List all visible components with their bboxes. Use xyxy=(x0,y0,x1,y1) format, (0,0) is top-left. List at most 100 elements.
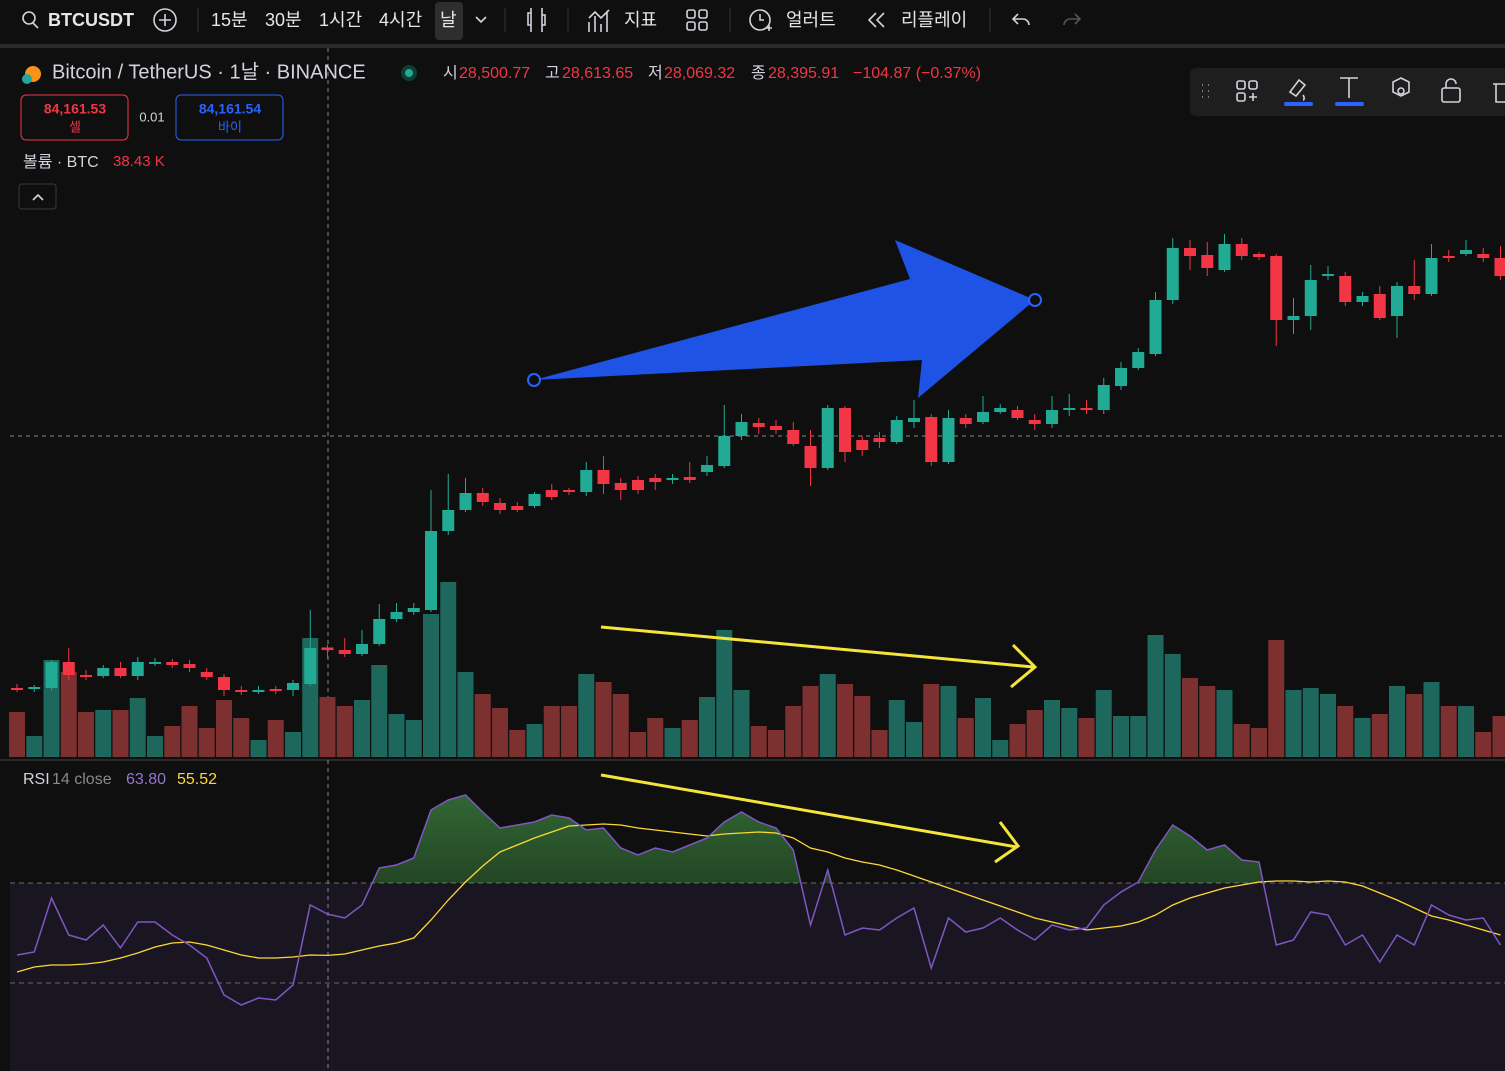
candle-body xyxy=(718,436,731,466)
volume-arrow-drawing[interactable] xyxy=(600,625,1038,689)
candle-body xyxy=(1063,408,1076,410)
lock-icon xyxy=(1445,78,1457,88)
alert-icon[interactable] xyxy=(749,9,771,31)
search-icon xyxy=(32,22,39,29)
volume-bar xyxy=(354,700,370,757)
volume-bar xyxy=(1078,718,1095,757)
rsi-ma-value: 55.52 xyxy=(177,771,217,788)
candle-body xyxy=(287,683,299,690)
interval-button[interactable]: 15분 xyxy=(211,10,248,30)
volume-bar xyxy=(802,686,819,757)
drawing-handle[interactable] xyxy=(527,373,541,387)
volume-bar xyxy=(492,708,508,757)
candle-body xyxy=(1494,258,1505,276)
candle-body xyxy=(1270,256,1283,320)
undo-button[interactable] xyxy=(1011,13,1030,26)
volume-bar xyxy=(630,732,646,757)
volume-bar xyxy=(1406,694,1423,757)
candle-body xyxy=(252,690,265,692)
volume-bar xyxy=(1389,686,1405,757)
volume-bar xyxy=(1147,635,1164,757)
volume-bar xyxy=(440,582,457,757)
volume-bar xyxy=(819,674,836,757)
volume-bar xyxy=(1268,640,1285,757)
alert-button[interactable]: 얼러트 xyxy=(786,10,836,30)
volume-bar xyxy=(216,700,232,757)
volume-bar xyxy=(371,665,388,757)
rsi-band-fill xyxy=(10,883,1505,1071)
text-button[interactable] xyxy=(1340,77,1358,98)
ohlc-value: 28,069.32 xyxy=(664,65,735,82)
lock-button[interactable] xyxy=(1441,87,1461,103)
settings-button[interactable] xyxy=(1392,77,1410,97)
drawing-handle[interactable] xyxy=(1028,293,1042,307)
drawing-toolbar xyxy=(1190,68,1505,116)
candle-body xyxy=(770,426,782,430)
drag-handle[interactable] xyxy=(1202,84,1209,98)
templates-button[interactable] xyxy=(1236,80,1258,102)
add-symbol-button[interactable] xyxy=(153,8,177,32)
candle-body xyxy=(356,644,368,654)
volume-bar xyxy=(164,726,181,757)
interval-button[interactable]: 날 xyxy=(440,10,457,30)
candle-body xyxy=(269,689,282,691)
delete-button[interactable] xyxy=(1493,83,1505,103)
toolbar-divider xyxy=(0,44,1505,48)
volume-bar xyxy=(681,720,698,757)
quantity[interactable]: 0.01 xyxy=(139,109,164,124)
candle-body xyxy=(1460,250,1472,254)
volume-bar xyxy=(768,730,784,757)
volume-bar xyxy=(543,706,560,757)
volume-bar xyxy=(112,710,129,757)
replay-icon[interactable] xyxy=(867,12,885,28)
candle-body xyxy=(649,478,662,482)
buy-button[interactable] xyxy=(175,94,284,141)
candle-body xyxy=(28,687,41,689)
candle-body xyxy=(511,506,524,510)
chart-type-button[interactable] xyxy=(527,8,546,32)
layout-button[interactable] xyxy=(686,9,708,31)
interval-button[interactable]: 30분 xyxy=(265,10,302,30)
ohlc-name: 종 xyxy=(751,65,766,82)
layout-icon xyxy=(698,9,708,19)
volume-bar xyxy=(923,684,940,757)
candle-body xyxy=(1339,276,1352,302)
symbol[interactable]: BTCUSDT xyxy=(48,10,134,30)
volume-bar xyxy=(1216,690,1233,757)
color-button[interactable] xyxy=(1288,78,1307,101)
candle-body xyxy=(873,438,886,442)
volume-bar xyxy=(1009,724,1026,757)
candle-body xyxy=(1046,410,1058,424)
replay-button[interactable]: 리플레이 xyxy=(901,10,967,30)
interval-button[interactable]: 4시간 xyxy=(379,10,422,30)
interval-button[interactable]: 1시간 xyxy=(319,10,362,30)
candle-body xyxy=(890,420,903,442)
candle-body xyxy=(80,675,92,677)
volume-bar xyxy=(1354,718,1371,757)
trend-arrow-drawing[interactable] xyxy=(534,240,1035,398)
plot-area xyxy=(9,234,1505,1071)
volume-bar xyxy=(561,706,577,757)
search-icon xyxy=(22,11,36,25)
search-button[interactable]: BTCUSDT xyxy=(22,10,134,30)
volume-bar xyxy=(26,736,43,757)
volume-bar xyxy=(854,696,871,757)
top-toolbar xyxy=(0,0,1505,44)
sell-button[interactable] xyxy=(20,94,129,141)
indicators-icon[interactable] xyxy=(588,9,610,32)
candle-body xyxy=(373,619,386,644)
interval-dropdown[interactable] xyxy=(475,16,487,24)
indicators-button[interactable]: 지표 xyxy=(624,10,657,30)
candle-body xyxy=(218,677,230,690)
candle-body xyxy=(407,608,420,612)
volume-bar xyxy=(509,730,526,757)
candle-body xyxy=(442,510,455,531)
rsi-arrow-drawing[interactable] xyxy=(600,773,1021,864)
redo-button[interactable] xyxy=(1063,13,1082,26)
candle-body xyxy=(925,417,938,462)
grid-icon xyxy=(1248,80,1258,90)
volume-bar xyxy=(388,714,405,757)
candle-body xyxy=(476,493,489,502)
volume-bar xyxy=(906,722,922,757)
